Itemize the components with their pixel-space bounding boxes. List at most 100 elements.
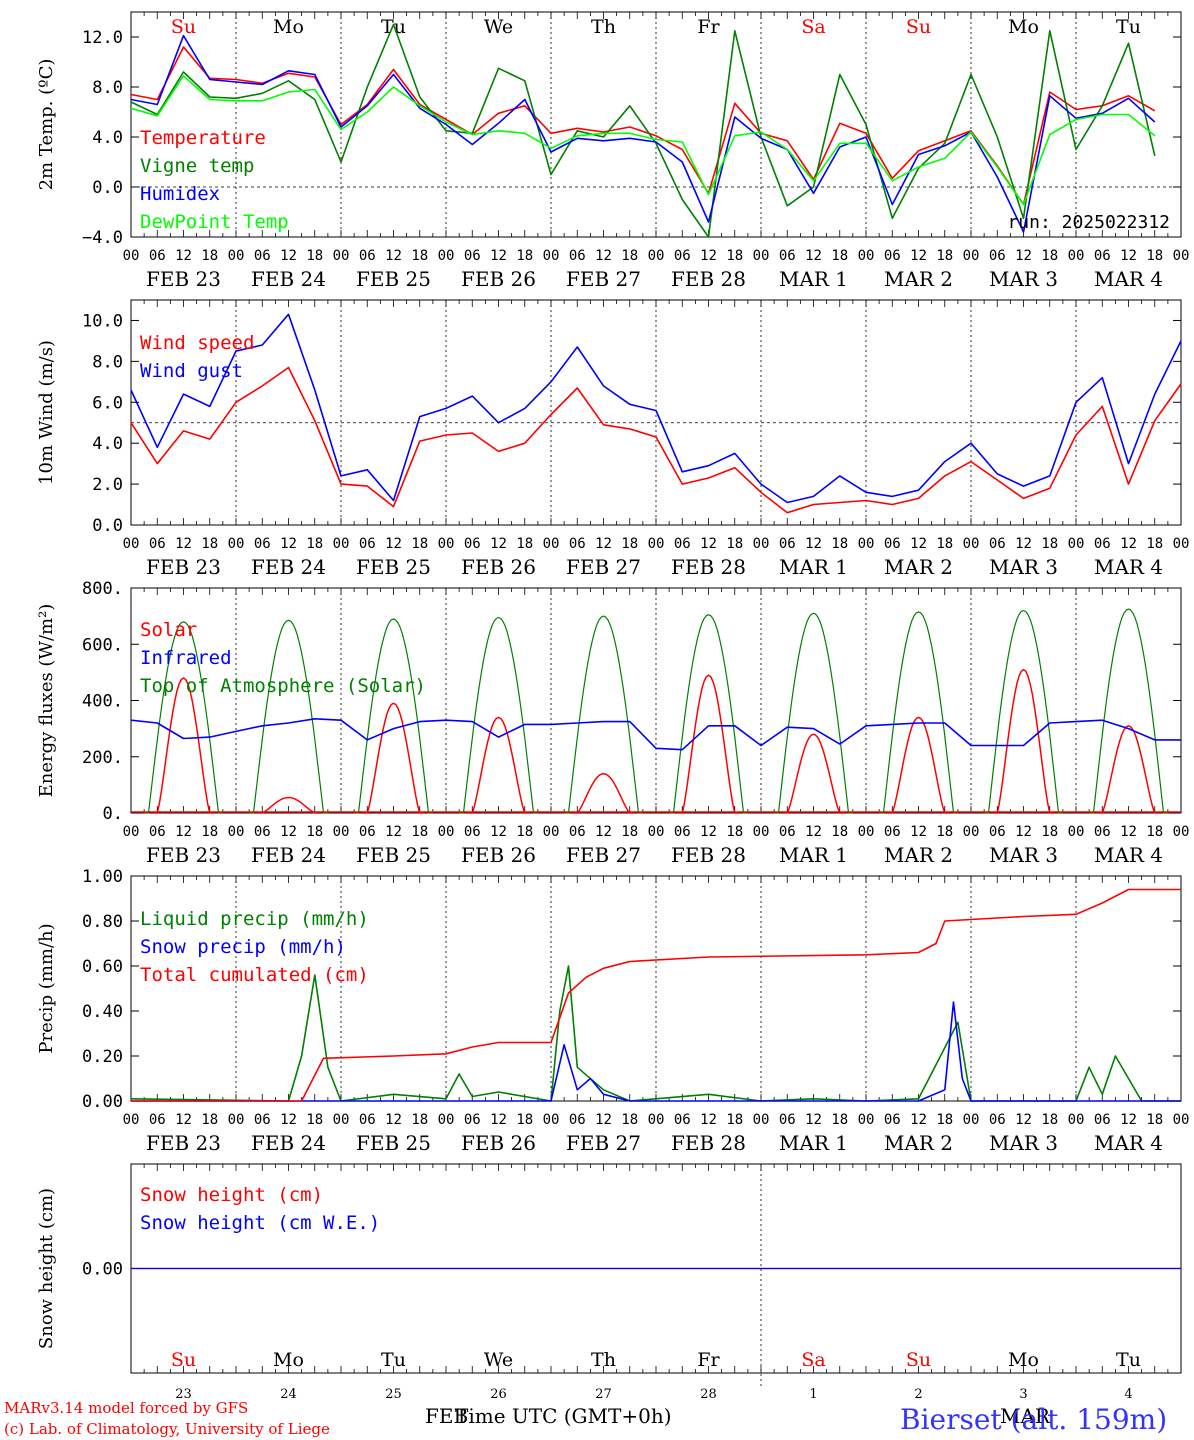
hour-label: 06: [359, 824, 376, 840]
date-label: FEB 28: [671, 843, 746, 867]
day-number: 3: [1019, 1387, 1027, 1402]
hour-label: 12: [490, 248, 507, 264]
hour-label: 18: [306, 536, 323, 552]
date-label: MAR 1: [779, 267, 848, 291]
hour-label: 18: [1041, 1112, 1058, 1128]
y-tick-label: 4.0: [92, 434, 123, 454]
weekday-label: We: [484, 1349, 513, 1371]
legend-entry: Wind gust: [140, 360, 243, 382]
hour-label: 00: [543, 1112, 560, 1128]
hour-label: 06: [464, 1112, 481, 1128]
hour-label: 18: [201, 536, 218, 552]
weekday-label: Mo: [273, 1349, 304, 1371]
hour-label: 12: [910, 248, 927, 264]
weekday-label: Su: [906, 16, 931, 38]
series-snow-precip-mm-h-: [131, 1001, 1181, 1102]
hour-label: 00: [648, 1112, 665, 1128]
hour-label: 00: [228, 824, 245, 840]
hour-label: 18: [411, 248, 428, 264]
hour-label: 00: [228, 1112, 245, 1128]
solar-curve: [677, 674, 740, 814]
hour-label: 00: [1068, 1112, 1085, 1128]
day-number: 28: [700, 1387, 717, 1402]
hour-label: 18: [936, 1112, 953, 1128]
hour-label: 18: [516, 248, 533, 264]
day-number: 27: [595, 1387, 612, 1402]
y-tick-label: 8.0: [92, 78, 123, 98]
hour-label: 06: [779, 536, 796, 552]
hour-label: 00: [123, 248, 140, 264]
solar-curve: [992, 668, 1055, 814]
bottom-month-left: FEB: [425, 1404, 468, 1428]
date-label: MAR 1: [779, 843, 848, 867]
y-tick-label: 800.: [82, 579, 123, 599]
date-label: FEB 25: [356, 267, 431, 291]
series-wind-gust: [130, 313, 1182, 504]
hour-label: 00: [753, 248, 770, 264]
date-label: FEB 28: [671, 1131, 746, 1155]
date-label: FEB 28: [671, 267, 746, 291]
hour-label: 18: [831, 824, 848, 840]
hour-label: 00: [858, 248, 875, 264]
hour-label: 12: [280, 536, 297, 552]
legend-entry: Temperature: [140, 127, 266, 149]
solar-curve: [257, 796, 320, 814]
hour-label: 06: [674, 1112, 691, 1128]
hour-label: 18: [516, 1112, 533, 1128]
hour-label: 06: [779, 1112, 796, 1128]
series-dewpoint-temp: [130, 75, 1156, 206]
hour-label: 12: [280, 248, 297, 264]
hour-label: 06: [569, 248, 586, 264]
y-axis-label: 10m Wind (m/s): [36, 340, 57, 485]
date-label: MAR 1: [779, 1131, 848, 1155]
y-tick-label: 12.0: [82, 28, 123, 48]
hour-label: 06: [674, 824, 691, 840]
y-tick-label: 0.00: [82, 1092, 123, 1112]
hour-label: 00: [648, 248, 665, 264]
hour-label: 12: [595, 1112, 612, 1128]
date-label: FEB 26: [461, 267, 536, 291]
date-label: FEB 26: [461, 1131, 536, 1155]
credit-model: MARv3.14 model forced by GFS: [4, 1399, 248, 1417]
hour-label: 06: [464, 536, 481, 552]
weekday-label: Tu: [381, 16, 406, 38]
hour-label: 12: [910, 1112, 927, 1128]
hour-label: 00: [1173, 824, 1190, 840]
legend-entry: Wind speed: [140, 332, 254, 354]
hour-label: 12: [595, 248, 612, 264]
weekday-label: Sa: [801, 16, 825, 38]
weekday-label: Su: [171, 16, 196, 38]
hour-label: 06: [359, 536, 376, 552]
hour-label: 18: [726, 248, 743, 264]
hour-label: 00: [753, 536, 770, 552]
hour-label: 00: [543, 824, 560, 840]
hour-label: 12: [805, 1112, 822, 1128]
hour-label: 06: [884, 248, 901, 264]
date-label: MAR 4: [1094, 843, 1163, 867]
bottom-month-right: MAR: [1000, 1404, 1051, 1428]
hour-label: 00: [333, 248, 350, 264]
hour-label: 00: [1068, 248, 1085, 264]
date-label: FEB 24: [251, 555, 326, 579]
legend-entry: Total cumulated (cm): [140, 964, 369, 986]
hour-label: 12: [1015, 824, 1032, 840]
hour-label: 12: [700, 824, 717, 840]
hour-label: 12: [1120, 1112, 1137, 1128]
series-total-cumulated-cm-: [131, 888, 1181, 1102]
day-number: 24: [280, 1387, 297, 1402]
weekday-label: Mo: [1008, 16, 1039, 38]
date-label: FEB 23: [146, 1131, 221, 1155]
date-label: FEB 24: [251, 1131, 326, 1155]
panel-3: 0. 200. 400. 600. 800. Energy fluxes (W/m²) 00…: [36, 579, 1189, 867]
y-tick-label: 0.40: [82, 1002, 123, 1022]
hour-label: 12: [700, 248, 717, 264]
hour-label: 12: [1120, 248, 1137, 264]
hour-label: 18: [831, 248, 848, 264]
hour-label: 12: [280, 824, 297, 840]
legend-entry: Top of Atmosphere (Solar): [140, 675, 426, 697]
hour-label: 18: [411, 824, 428, 840]
hour-label: 06: [989, 1112, 1006, 1128]
legend-entry: Liquid precip (mm/h): [140, 908, 369, 930]
hour-label: 00: [333, 536, 350, 552]
y-tick-label: 6.0: [92, 393, 123, 413]
